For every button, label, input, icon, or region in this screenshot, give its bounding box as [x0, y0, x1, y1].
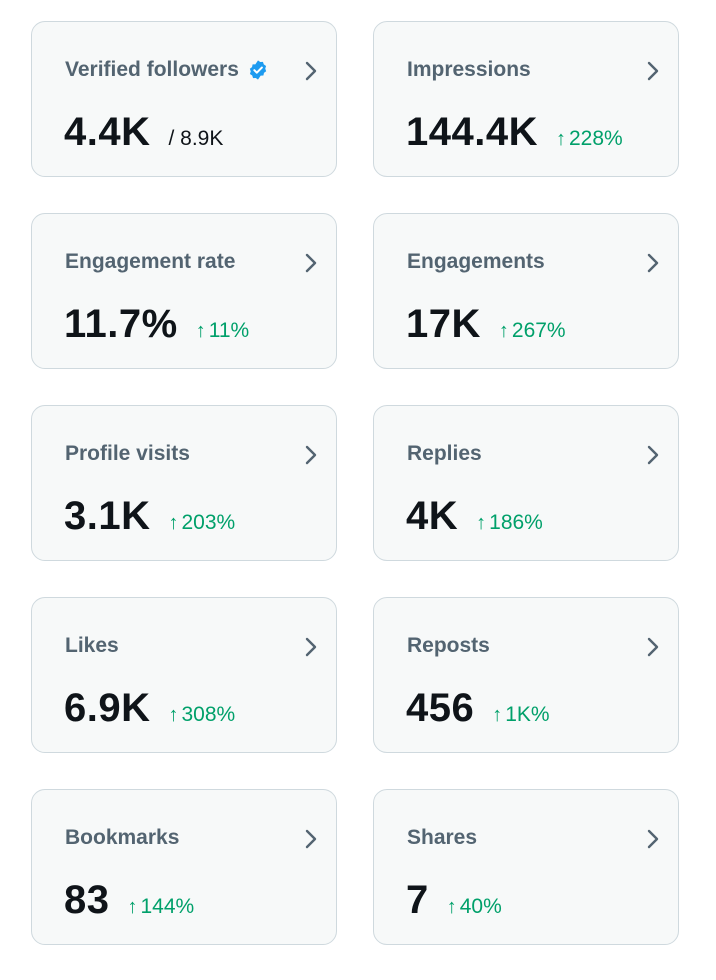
arrow-up-icon: ↑	[127, 896, 138, 918]
metric-value: 456	[406, 686, 475, 730]
chevron-right-icon[interactable]	[300, 250, 322, 276]
verified-badge-icon	[249, 60, 267, 80]
arrow-up-icon: ↑	[492, 704, 503, 726]
metric-title-label: Verified followers	[65, 58, 239, 81]
metric-delta-value: 203%	[181, 511, 236, 534]
metric-delta: ↑ 228%	[556, 127, 623, 151]
metric-card-replies[interactable]: Replies 4K ↑ 186%	[373, 405, 679, 561]
metric-delta: ↑ 1K%	[492, 703, 549, 727]
metric-value-row: 3.1K ↑ 203%	[64, 494, 235, 538]
metric-delta: ↑ 308%	[169, 703, 236, 727]
metric-card-engagement-rate[interactable]: Engagement rate 11.7% ↑ 11%	[31, 213, 337, 369]
metric-value-row: 6.9K ↑ 308%	[64, 686, 235, 730]
metric-card-profile-visits[interactable]: Profile visits 3.1K ↑ 203%	[31, 405, 337, 561]
metric-delta: ↑ 203%	[169, 511, 236, 535]
metric-value: 3.1K	[64, 494, 151, 538]
metric-value: 4K	[406, 494, 459, 538]
metric-title: Reposts	[407, 634, 490, 657]
metric-card-verified-followers[interactable]: Verified followers 4.4K / 8.9K	[31, 21, 337, 177]
metric-delta: ↑ 267%	[499, 319, 566, 343]
metric-title: Profile visits	[65, 442, 190, 465]
chevron-right-icon[interactable]	[300, 442, 322, 468]
metric-value: 7	[406, 878, 429, 922]
metric-value-row: 7 ↑ 40%	[406, 878, 502, 922]
metric-card-reposts[interactable]: Reposts 456 ↑ 1K%	[373, 597, 679, 753]
metric-value: 17K	[406, 302, 481, 346]
metric-title: Verified followers	[65, 58, 269, 82]
arrow-up-icon: ↑	[555, 128, 566, 150]
metric-value-row: 4.4K / 8.9K	[64, 110, 223, 154]
metric-value: 4.4K	[64, 110, 151, 154]
arrow-up-icon: ↑	[476, 512, 487, 534]
metric-delta: ↑ 11%	[196, 319, 249, 343]
metric-delta-value: 186%	[489, 511, 543, 534]
chevron-right-icon[interactable]	[642, 58, 664, 84]
metric-title: Engagements	[407, 250, 545, 273]
metric-delta-value: 11%	[208, 319, 250, 342]
metric-delta-value: 228%	[568, 127, 623, 150]
metric-value-row: 144.4K ↑ 228%	[406, 110, 623, 154]
metric-title: Likes	[65, 634, 119, 657]
metric-title: Replies	[407, 442, 482, 465]
metric-title: Bookmarks	[65, 826, 180, 849]
chevron-right-icon[interactable]	[642, 250, 664, 276]
metric-delta-value: 40%	[459, 895, 502, 918]
arrow-up-icon: ↑	[446, 896, 457, 918]
metric-value: 83	[64, 878, 110, 922]
arrow-up-icon: ↑	[195, 320, 206, 342]
metric-card-engagements[interactable]: Engagements 17K ↑ 267%	[373, 213, 679, 369]
metric-title: Impressions	[407, 58, 531, 81]
metric-delta-value: 308%	[181, 703, 236, 726]
chevron-right-icon[interactable]	[300, 826, 322, 852]
metric-value: 144.4K	[406, 110, 538, 154]
metric-delta-value: 1K%	[505, 703, 550, 726]
metric-value-row: 4K ↑ 186%	[406, 494, 543, 538]
metric-value-row: 456 ↑ 1K%	[406, 686, 550, 730]
metric-card-bookmarks[interactable]: Bookmarks 83 ↑ 144%	[31, 789, 337, 945]
metric-total: / 8.9K	[168, 127, 224, 150]
metric-title: Shares	[407, 826, 478, 849]
metric-value-row: 17K ↑ 267%	[406, 302, 566, 346]
metric-value-row: 83 ↑ 144%	[64, 878, 194, 922]
metric-value-row: 11.7% ↑ 11%	[64, 302, 249, 346]
metric-value: 6.9K	[64, 686, 151, 730]
arrow-up-icon: ↑	[168, 704, 179, 726]
chevron-right-icon[interactable]	[300, 58, 322, 84]
chevron-right-icon[interactable]	[642, 442, 664, 468]
chevron-right-icon[interactable]	[642, 826, 664, 852]
metric-delta-value: 144%	[140, 895, 195, 918]
arrow-up-icon: ↑	[168, 512, 179, 534]
metric-value: 11.7%	[64, 302, 178, 346]
metric-delta-value: 267%	[511, 319, 566, 342]
metric-delta: ↑ 186%	[476, 511, 543, 535]
chevron-right-icon[interactable]	[642, 634, 664, 660]
arrow-up-icon: ↑	[498, 320, 509, 342]
metric-card-shares[interactable]: Shares 7 ↑ 40%	[373, 789, 679, 945]
metric-delta: ↑ 144%	[128, 895, 195, 919]
chevron-right-icon[interactable]	[300, 634, 322, 660]
metric-card-likes[interactable]: Likes 6.9K ↑ 308%	[31, 597, 337, 753]
metric-delta: ↑ 40%	[447, 895, 502, 919]
metric-card-impressions[interactable]: Impressions 144.4K ↑ 228%	[373, 21, 679, 177]
metric-title: Engagement rate	[65, 250, 236, 273]
